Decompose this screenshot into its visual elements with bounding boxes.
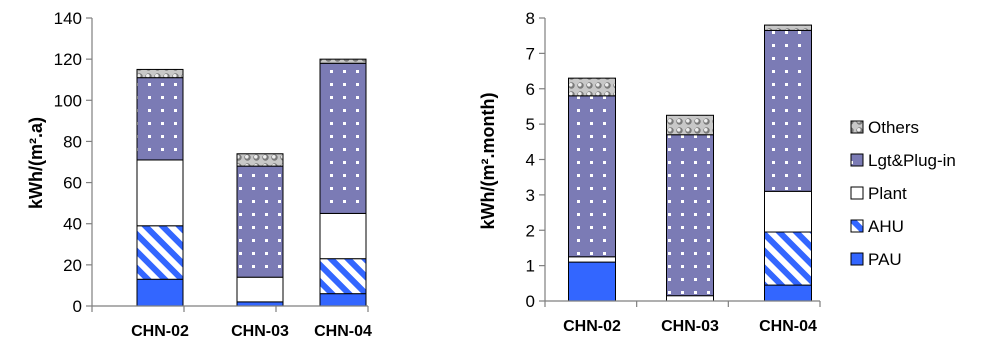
legend-swatch-pau [850, 252, 864, 266]
bar-plant-chn-03 [666, 295, 714, 302]
bar-lgt-plug-in-chn-03 [666, 134, 714, 297]
bar-others-chn-04 [764, 24, 812, 31]
bar-pau-chn-04 [764, 284, 812, 302]
bar-ahu-chn-02 [136, 225, 184, 280]
x-tick-label: CHN-02 [131, 323, 189, 340]
bar-lgt-plug-in-chn-02 [136, 77, 184, 161]
y-tick-label: 0 [73, 297, 82, 316]
bar-plant-chn-04 [764, 190, 812, 233]
bar-others-chn-02 [568, 77, 616, 97]
bar-plant-chn-02 [568, 256, 616, 263]
y-tick-label: 120 [54, 50, 82, 69]
y-tick-label: 1 [526, 257, 535, 276]
left-y-axis-label: kWh/(m².a) [26, 117, 46, 209]
bar-plant-chn-04 [319, 212, 367, 260]
legend-swatch-lgt-plug-in [850, 153, 864, 167]
bar-others-chn-03 [236, 153, 284, 167]
y-tick-label: 7 [526, 44, 535, 63]
y-tick-label: 4 [526, 151, 535, 170]
bar-lgt-plug-in-chn-04 [319, 62, 367, 214]
legend-swatch-others [850, 120, 864, 134]
y-tick-label: 100 [54, 91, 82, 110]
legend-swatch-ahu [850, 219, 864, 233]
bar-lgt-plug-in-chn-03 [236, 165, 284, 278]
bar-ahu-chn-04 [319, 258, 367, 295]
x-tick-label: CHN-04 [314, 323, 372, 340]
bar-pau-chn-02 [136, 278, 184, 307]
legend-label-plant: Plant [868, 184, 907, 203]
x-tick-label: CHN-02 [563, 318, 621, 335]
right-y-axis-label: kWh/(m².month) [478, 93, 498, 230]
y-tick-label: 6 [526, 80, 535, 99]
bar-pau-chn-03 [236, 301, 284, 307]
chart-left: CHN-02 CHN-03 CHN-04 0 20 40 60 80 100 120 140 [54, 9, 372, 340]
bar-lgt-plug-in-chn-02 [568, 95, 616, 258]
chart-right: CHN-02 CHN-03 CHN-04 0 1 2 3 4 5 6 7 8 [526, 9, 821, 335]
y-tick-label: 60 [63, 174, 82, 193]
y-tick-label: 20 [63, 256, 82, 275]
legend-label-pau: PAU [868, 250, 902, 269]
legend-label-ahu: AHU [868, 217, 904, 236]
y-tick-label: 140 [54, 9, 82, 28]
x-tick-label: CHN-04 [759, 318, 817, 335]
bar-others-chn-03 [666, 114, 714, 136]
bar-pau-chn-02 [568, 261, 616, 302]
y-tick-label: 3 [526, 186, 535, 205]
y-tick-label: 2 [526, 221, 535, 240]
legend: Others Lgt&Plug-in Plant AHU PAU [850, 118, 956, 269]
y-tick-label: 5 [526, 115, 535, 134]
bar-others-chn-02 [136, 68, 184, 79]
bar-pau-chn-04 [319, 293, 367, 307]
bar-plant-chn-03 [236, 276, 284, 303]
x-tick-label: CHN-03 [661, 318, 719, 335]
bar-plant-chn-02 [136, 159, 184, 227]
y-tick-label: 80 [63, 132, 82, 151]
legend-label-lgt-plug-in: Lgt&Plug-in [868, 151, 956, 170]
legend-swatch-plant [850, 186, 864, 200]
bar-lgt-plug-in-chn-04 [764, 29, 812, 192]
y-tick-label: 40 [63, 215, 82, 234]
x-tick-label: CHN-03 [231, 323, 289, 340]
bar-others-chn-04 [319, 58, 367, 64]
legend-label-others: Others [868, 118, 919, 137]
bar-ahu-chn-04 [764, 231, 812, 286]
y-tick-label: 8 [526, 9, 535, 28]
y-tick-label: 0 [526, 292, 535, 311]
